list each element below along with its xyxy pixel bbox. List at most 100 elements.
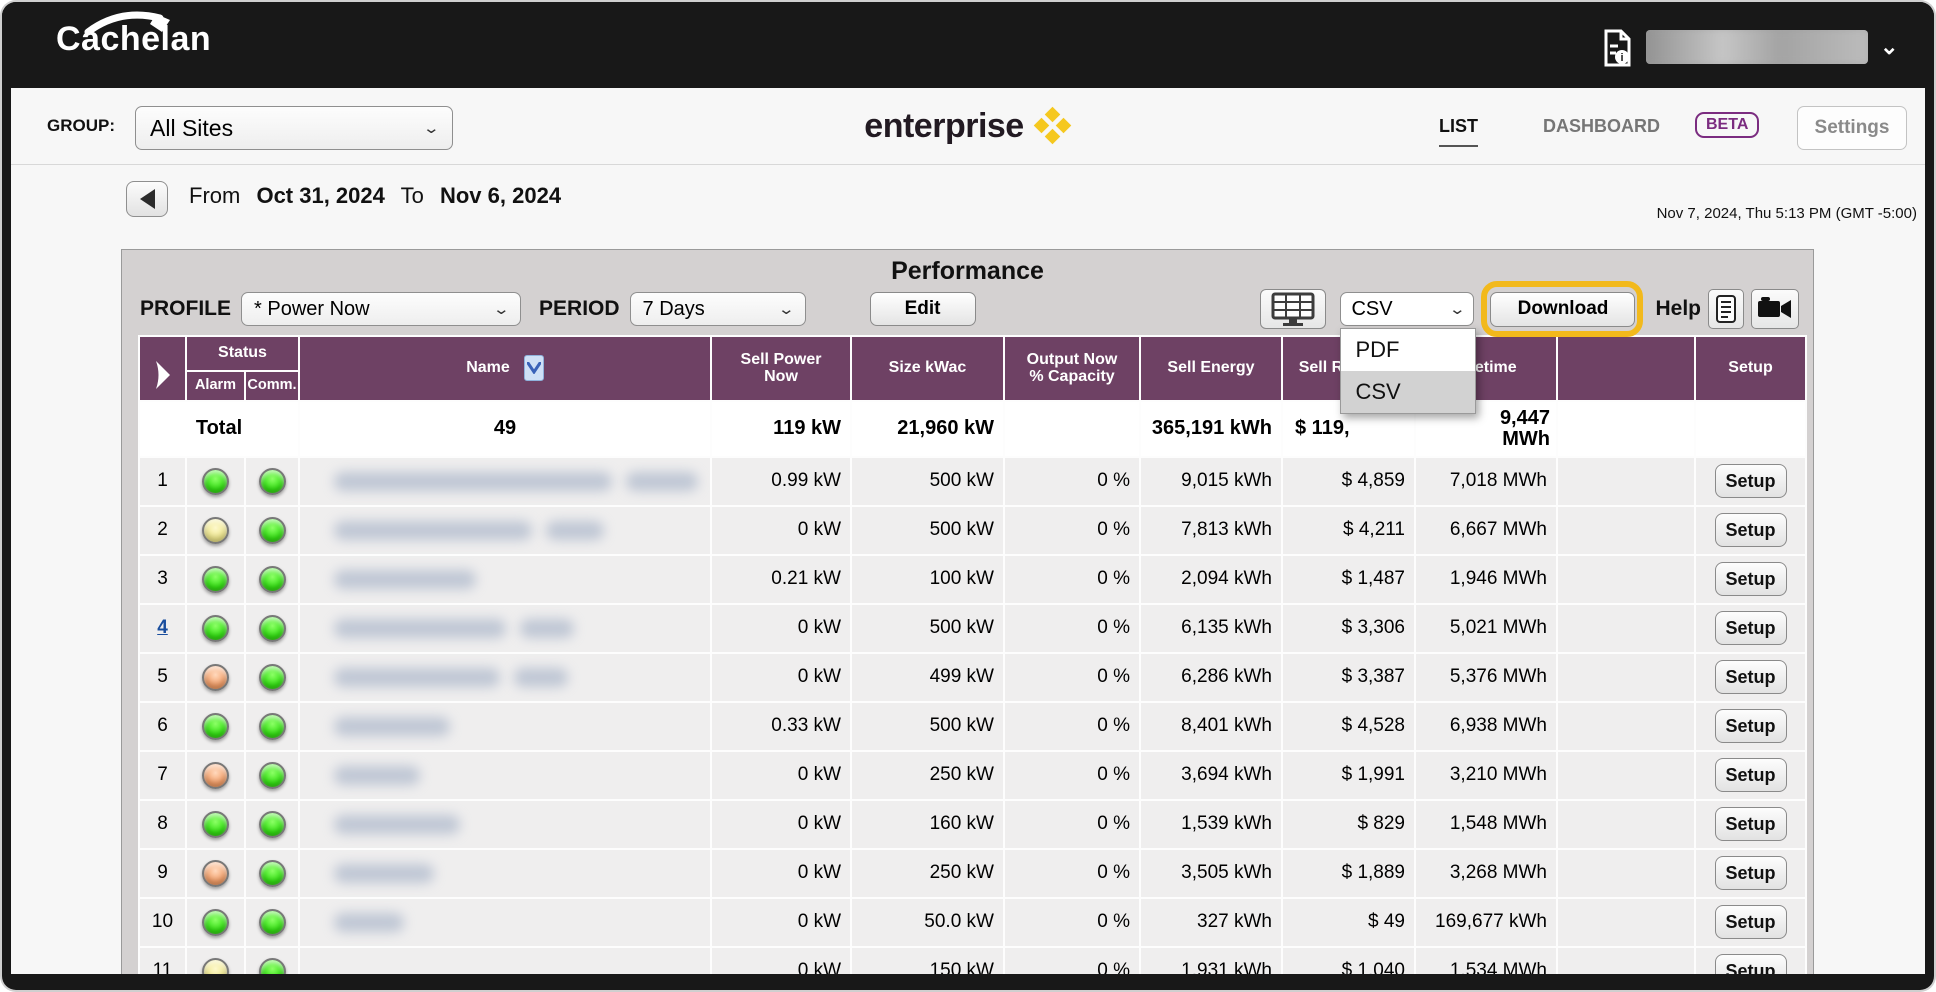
sell-energy-header[interactable]: Sell Energy — [1139, 335, 1283, 402]
alarm-status-cell[interactable] — [185, 700, 246, 752]
setup-button[interactable]: Setup — [1714, 954, 1787, 974]
menu-item-pdf[interactable]: PDF — [1355, 337, 1400, 362]
site-name-redacted[interactable] — [298, 455, 712, 507]
setup-button[interactable]: Setup — [1714, 758, 1787, 793]
row-number[interactable]: 11 — [138, 945, 187, 974]
redacted-name-blur — [301, 949, 709, 974]
alarm-light — [202, 957, 229, 974]
site-name-redacted[interactable] — [298, 651, 712, 703]
site-name-redacted[interactable] — [298, 602, 712, 654]
cachelan-logo[interactable]: Cachelan — [56, 11, 211, 59]
comm-status-cell[interactable] — [244, 455, 300, 507]
site-name-redacted[interactable] — [298, 798, 712, 850]
group-select[interactable]: All Sites ⌄ — [135, 106, 453, 150]
comm-status-cell[interactable] — [244, 749, 300, 801]
row-number[interactable]: 8 — [138, 798, 187, 850]
alarm-status-cell[interactable] — [185, 749, 246, 801]
row-number[interactable]: 3 — [138, 553, 187, 605]
menu-item-csv[interactable]: CSV — [1341, 371, 1476, 413]
comm-status-cell[interactable] — [244, 602, 300, 654]
output-cell: 0 % — [1003, 504, 1141, 556]
table-row: 7 0 kW 250 kW 0 % 3,694 kWh $ 1,991 3,21… — [138, 749, 1807, 801]
logo-swoosh-icon — [84, 11, 170, 36]
site-name-redacted[interactable] — [298, 504, 712, 556]
comm-subheader[interactable]: Comm. — [244, 369, 300, 402]
help-document-button[interactable] — [1708, 289, 1744, 329]
row-number[interactable]: 10 — [138, 896, 187, 948]
alarm-light — [202, 467, 229, 495]
table-view-button[interactable] — [1260, 289, 1327, 329]
setup-button[interactable]: Setup — [1714, 905, 1787, 940]
site-name-redacted[interactable] — [298, 700, 712, 752]
row-number[interactable]: 9 — [138, 847, 187, 899]
alarm-status-cell[interactable] — [185, 602, 246, 654]
sort-button[interactable] — [523, 355, 544, 382]
account-chevron-down-icon[interactable]: ⌄ — [1880, 34, 1899, 59]
setup-button[interactable]: Setup — [1714, 611, 1787, 646]
setup-button[interactable]: Setup — [1714, 464, 1787, 499]
enterprise-wordmark: enterprise — [864, 106, 1024, 145]
report-info-icon[interactable]: i — [1600, 28, 1634, 68]
tab-list[interactable]: LIST — [1439, 116, 1478, 147]
site-name-redacted[interactable] — [298, 553, 712, 605]
total-sell-power: 119 kW — [710, 399, 852, 458]
alarm-subheader[interactable]: Alarm — [185, 369, 246, 402]
name-header[interactable]: Name — [298, 335, 712, 402]
output-header[interactable]: Output Now % Capacity — [1003, 335, 1141, 402]
comm-status-cell[interactable] — [244, 504, 300, 556]
lifetime-cell: 1,548 MWh — [1414, 798, 1558, 850]
alarm-status-cell[interactable] — [185, 504, 246, 556]
period-select[interactable]: 7 Days ⌄ — [629, 292, 806, 326]
comm-status-cell[interactable] — [244, 847, 300, 899]
alarm-status-cell[interactable] — [185, 553, 246, 605]
profile-select[interactable]: * Power Now ⌄ — [241, 292, 522, 326]
alarm-status-cell[interactable] — [185, 798, 246, 850]
row-number[interactable]: 5 — [138, 651, 187, 703]
sell-power-header[interactable]: Sell Power Now — [710, 335, 852, 402]
settings-button[interactable]: Settings — [1797, 106, 1907, 150]
name-header-label: Name — [466, 359, 510, 377]
setup-button[interactable]: Setup — [1714, 562, 1787, 597]
setup-button[interactable]: Setup — [1714, 856, 1787, 891]
setup-button[interactable]: Setup — [1714, 513, 1787, 548]
site-name-redacted[interactable] — [298, 749, 712, 801]
size-cell: 100 kW — [850, 553, 1005, 605]
alarm-light — [202, 565, 229, 593]
site-name-redacted[interactable] — [298, 847, 712, 899]
site-name-redacted[interactable] — [298, 945, 712, 974]
lifetime-cell: 1,946 MWh — [1414, 553, 1558, 605]
expand-column-header[interactable] — [138, 335, 187, 402]
row-number[interactable]: 4 — [138, 602, 187, 654]
comm-status-cell[interactable] — [244, 700, 300, 752]
setup-button[interactable]: Setup — [1714, 807, 1787, 842]
monitor-grid-icon — [1271, 292, 1315, 326]
edit-button[interactable]: Edit — [869, 292, 976, 326]
comm-status-cell[interactable] — [244, 896, 300, 948]
alarm-status-cell[interactable] — [185, 945, 246, 974]
comm-status-cell[interactable] — [244, 553, 300, 605]
row-number[interactable]: 6 — [138, 700, 187, 752]
help-video-button[interactable] — [1751, 289, 1799, 329]
help-link[interactable]: Help — [1655, 297, 1701, 320]
row-number[interactable]: 1 — [138, 455, 187, 507]
comm-status-cell[interactable] — [244, 651, 300, 703]
download-format-select[interactable]: CSV ⌄ — [1340, 292, 1475, 326]
download-button[interactable]: Download — [1490, 291, 1636, 327]
alarm-status-cell[interactable] — [185, 896, 246, 948]
size-header[interactable]: Size kWac — [850, 335, 1005, 402]
setup-button[interactable]: Setup — [1714, 709, 1787, 744]
alarm-status-cell[interactable] — [185, 455, 246, 507]
previous-period-button[interactable] — [126, 181, 168, 217]
row-number[interactable]: 2 — [138, 504, 187, 556]
performance-table: Status Name Sell Power Now Size kWac Ou — [138, 335, 1807, 974]
comm-status-cell[interactable] — [244, 945, 300, 974]
row-number[interactable]: 7 — [138, 749, 187, 801]
alarm-status-cell[interactable] — [185, 847, 246, 899]
site-name-redacted[interactable] — [298, 896, 712, 948]
comm-status-cell[interactable] — [244, 798, 300, 850]
blank-cell — [1556, 700, 1696, 752]
alarm-status-cell[interactable] — [185, 651, 246, 703]
account-menu[interactable] — [1646, 30, 1868, 64]
tab-dashboard[interactable]: DASHBOARD — [1543, 116, 1660, 136]
setup-button[interactable]: Setup — [1714, 660, 1787, 695]
